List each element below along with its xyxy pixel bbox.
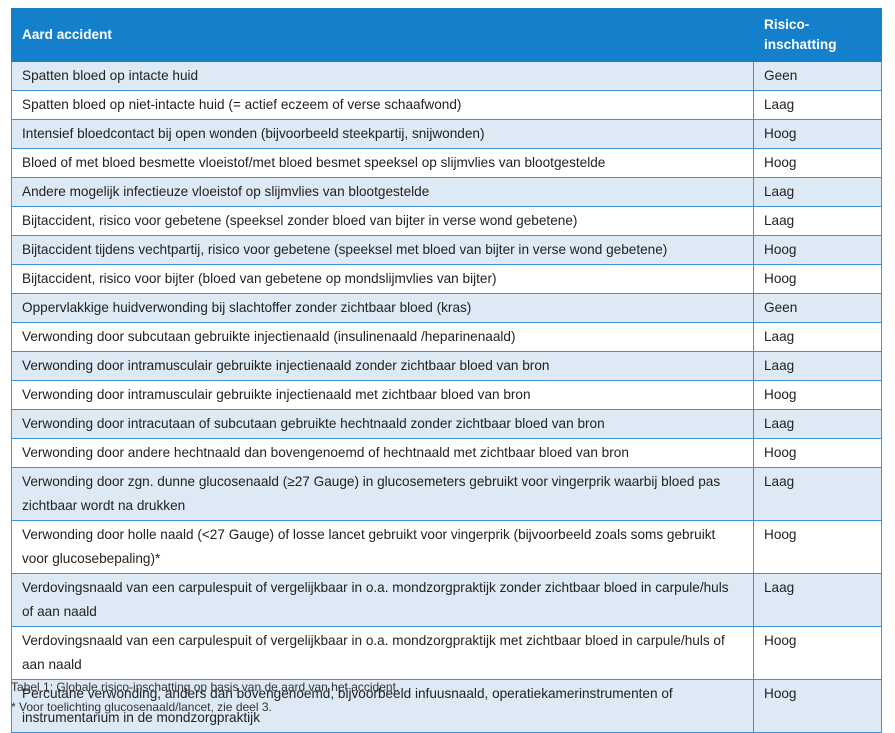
table-row: Verwonding door andere hechtnaald dan bo… bbox=[11, 438, 882, 468]
table-row: Oppervlakkige huidverwonding bij slachto… bbox=[11, 293, 882, 323]
risk-cell: Hoog bbox=[753, 235, 882, 265]
risk-cell: Hoog bbox=[753, 380, 882, 410]
table-row: Bijtaccident, risico voor bijter (bloed … bbox=[11, 264, 882, 294]
risk-cell: Laag bbox=[753, 177, 882, 207]
table-row: Verdovingsnaald van een carpulespuit of … bbox=[11, 573, 882, 627]
risk-cell: Laag bbox=[753, 322, 882, 352]
accident-cell: Bijtaccident, risico voor bijter (bloed … bbox=[11, 264, 754, 294]
risk-cell: Hoog bbox=[753, 626, 882, 680]
risk-cell: Laag bbox=[753, 467, 882, 521]
table-row: Andere mogelijk infectieuze vloeistof op… bbox=[11, 177, 882, 207]
table-row: Verwonding door holle naald (<27 Gauge) … bbox=[11, 520, 882, 574]
table-row: Verwonding door zgn. dunne glucosenaald … bbox=[11, 467, 882, 521]
accident-cell: Andere mogelijk infectieuze vloeistof op… bbox=[11, 177, 754, 207]
risk-cell: Laag bbox=[753, 409, 882, 439]
accident-cell: Verdovingsnaald van een carpulespuit of … bbox=[11, 573, 754, 627]
table-row: Verwonding door intracutaan of subcutaan… bbox=[11, 409, 882, 439]
risk-cell: Hoog bbox=[753, 438, 882, 468]
caption: Tabel 1: Globale risico-inschatting op b… bbox=[11, 680, 400, 694]
risk-cell: Geen bbox=[753, 61, 882, 91]
risk-cell: Laag bbox=[753, 351, 882, 381]
risk-table: Aard accident Risico-inschatting Spatten… bbox=[11, 8, 882, 733]
accident-cell: Intensief bloedcontact bij open wonden (… bbox=[11, 119, 754, 149]
accident-cell: Verwonding door zgn. dunne glucosenaald … bbox=[11, 467, 754, 521]
page: Aard accident Risico-inschatting Spatten… bbox=[11, 8, 882, 733]
accident-cell: Verdovingsnaald van een carpulespuit of … bbox=[11, 626, 754, 680]
risk-cell: Hoog bbox=[753, 264, 882, 294]
risk-cell: Hoog bbox=[753, 148, 882, 178]
table-container: Aard accident Risico-inschatting Spatten… bbox=[11, 8, 882, 733]
accident-cell: Bijtaccident tijdens vechtpartij, risico… bbox=[11, 235, 754, 265]
risk-cell: Laag bbox=[753, 90, 882, 120]
accident-cell: Verwonding door andere hechtnaald dan bo… bbox=[11, 438, 754, 468]
accident-cell: Verwonding door intramusculair gebruikte… bbox=[11, 351, 754, 381]
table-row: Bijtaccident tijdens vechtpartij, risico… bbox=[11, 235, 882, 265]
table-row: Verwonding door intramusculair gebruikte… bbox=[11, 380, 882, 410]
accident-cell: Verwonding door holle naald (<27 Gauge) … bbox=[11, 520, 754, 574]
accident-cell: Oppervlakkige huidverwonding bij slachto… bbox=[11, 293, 754, 323]
table-row: Verwonding door subcutaan gebruikte inje… bbox=[11, 322, 882, 352]
risk-cell: Hoog bbox=[753, 679, 882, 733]
table-row: Verdovingsnaald van een carpulespuit of … bbox=[11, 626, 882, 680]
risk-cell: Laag bbox=[753, 573, 882, 627]
table-row: Verwonding door intramusculair gebruikte… bbox=[11, 351, 882, 381]
risk-cell: Geen bbox=[753, 293, 882, 323]
table-row: Spatten bloed op niet-intacte huid (= ac… bbox=[11, 90, 882, 120]
header-row: Aard accident Risico-inschatting bbox=[11, 8, 882, 62]
accident-cell: Bijtaccident, risico voor gebetene (spee… bbox=[11, 206, 754, 236]
header-cell: Aard accident bbox=[11, 8, 754, 62]
table-row: Bijtaccident, risico voor gebetene (spee… bbox=[11, 206, 882, 236]
table-row: Intensief bloedcontact bij open wonden (… bbox=[11, 119, 882, 149]
risk-cell: Laag bbox=[753, 206, 882, 236]
accident-cell: Verwonding door intracutaan of subcutaan… bbox=[11, 409, 754, 439]
accident-cell: Spatten bloed op intacte huid bbox=[11, 61, 754, 91]
footnote: * Voor toelichting glucosenaald/lancet, … bbox=[11, 700, 272, 714]
table-body: Spatten bloed op intacte huid Geen Spatten… bbox=[11, 61, 882, 733]
accident-cell: Verwonding door intramusculair gebruikte… bbox=[11, 380, 754, 410]
accident-cell: Bloed of met bloed besmette vloeistof/me… bbox=[11, 148, 754, 178]
table-row: Spatten bloed op intacte huid Geen bbox=[11, 61, 882, 91]
accident-cell: Verwonding door subcutaan gebruikte inje… bbox=[11, 322, 754, 352]
header-cell: Risico-inschatting bbox=[753, 8, 882, 62]
risk-cell: Hoog bbox=[753, 520, 882, 574]
table-row: Bloed of met bloed besmette vloeistof/me… bbox=[11, 148, 882, 178]
risk-cell: Hoog bbox=[753, 119, 882, 149]
accident-cell: Spatten bloed op niet-intacte huid (= ac… bbox=[11, 90, 754, 120]
